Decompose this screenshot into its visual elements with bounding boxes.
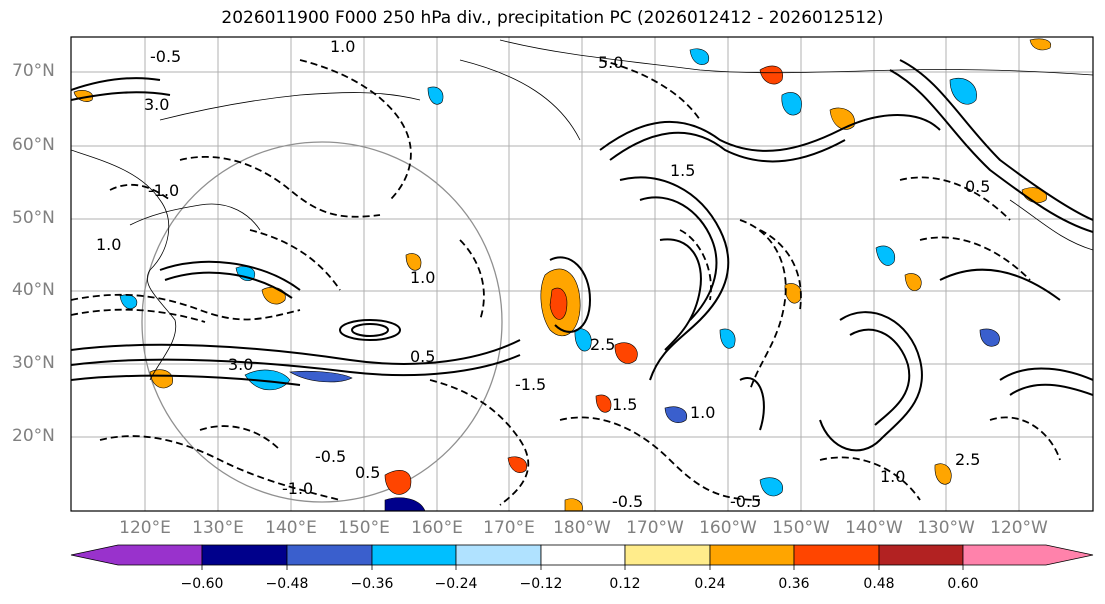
colorbar-segment: [878, 544, 964, 566]
colorbar-extend-high: [962, 544, 1094, 566]
contour-label: 1.5: [612, 395, 637, 414]
contour-label: 1.0: [330, 37, 355, 56]
colorbar-tick-label: −0.36: [350, 576, 394, 592]
map-frame: [70, 36, 1094, 512]
colorbar-segment: [540, 544, 626, 566]
colorbar-tick-label: −0.12: [519, 576, 563, 592]
longitude-label: 140°E: [265, 518, 317, 538]
colorbar-segment: [624, 544, 711, 566]
contour-label: 0.5: [410, 347, 435, 366]
latitude-label: 60°N: [12, 135, 55, 155]
colorbar: [70, 544, 1094, 570]
contour-label: 0.5: [355, 463, 380, 482]
gridlines: [71, 37, 1093, 511]
contour-label: 5.0: [598, 53, 623, 72]
coastlines: [71, 39, 1093, 381]
longitude-label: 120°W: [990, 518, 1048, 538]
contour-label: 3.0: [144, 95, 169, 114]
colorbar-segment: [455, 544, 542, 566]
latitude-label: 70°N: [12, 61, 55, 81]
precipitation-patches: [73, 38, 1052, 511]
contour-label: 1.5: [670, 161, 695, 180]
contour-label: -1.0: [282, 479, 313, 498]
contour-label: -0.5: [315, 447, 346, 466]
contour-label: -1.0: [148, 181, 179, 200]
longitude-label: 180°W: [553, 518, 611, 538]
colorbar-tick-label: 0.24: [694, 576, 726, 592]
latitude-label: 20°N: [12, 426, 55, 446]
contour-label: -0.5: [612, 492, 643, 511]
longitude-label: 140°W: [845, 518, 903, 538]
latitude-label: 40°N: [12, 280, 55, 300]
contour-label: -0.5: [150, 47, 181, 66]
colorbar-tick-label: 0.48: [863, 576, 895, 592]
contour-label: 0.5: [965, 177, 990, 196]
longitude-label: 170°W: [626, 518, 684, 538]
longitude-label: 160°W: [699, 518, 757, 538]
latitude-label: 50°N: [12, 208, 55, 228]
contour-labels: -0.5 1.0 5.0 3.0 -1.0 1.0 1.0 0.5 -1.5 2…: [96, 37, 990, 511]
colorbar-tick-label: 0.60: [947, 576, 979, 592]
colorbar-tick-label: 0.36: [778, 576, 810, 592]
longitude-label: 130°E: [192, 518, 244, 538]
contour-label: 1.0: [410, 268, 435, 287]
range-circle: [141, 141, 503, 503]
longitude-label: 120°E: [119, 518, 171, 538]
colorbar-tick-label: −0.48: [265, 576, 309, 592]
colorbar-segment: [793, 544, 880, 566]
contour-label: 2.5: [955, 450, 980, 469]
latitude-label: 30°N: [12, 353, 55, 373]
colorbar-segment: [286, 544, 373, 566]
contour-label: 1.0: [880, 467, 905, 486]
colorbar-segment: [201, 544, 288, 566]
longitude-label: 150°W: [772, 518, 830, 538]
longitude-label: 170°E: [483, 518, 535, 538]
contour-label: -1.5: [515, 375, 546, 394]
divergence-contours-positive: [71, 59, 1093, 452]
map-title: 2026011900 F000 250 hPa div., precipitat…: [221, 8, 884, 28]
contour-label: 1.0: [690, 403, 715, 422]
contour-label: -0.5: [730, 492, 761, 511]
longitude-label: 150°E: [338, 518, 390, 538]
colorbar-extend-low: [70, 544, 203, 566]
contour-label: 2.5: [590, 335, 615, 354]
colorbar-tick-label: −0.24: [434, 576, 478, 592]
divergence-contours-negative: [71, 59, 1061, 506]
longitude-label: 160°E: [411, 518, 463, 538]
colorbar-segment: [709, 544, 795, 566]
contour-label: 3.0: [228, 355, 253, 374]
colorbar-tick-label: −0.60: [180, 576, 224, 592]
contour-label: 1.0: [96, 235, 121, 254]
longitude-label: 130°W: [917, 518, 975, 538]
colorbar-segment: [371, 544, 457, 566]
colorbar-tick-label: 0.12: [609, 576, 641, 592]
